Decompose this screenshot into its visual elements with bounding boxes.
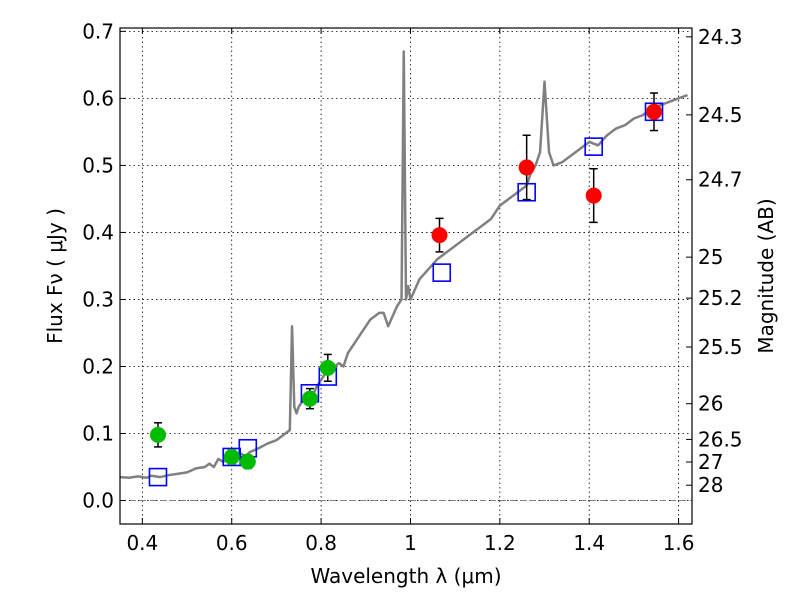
x-tick-label: 0.8 bbox=[305, 531, 337, 555]
x-tick-label: 0.6 bbox=[216, 531, 248, 555]
ticks: 0.4 0.6 0.8 1 1.2 1.4 1.6 0.0 0.1 0.2 0.3 0.4 0.5 0.6… bbox=[82, 19, 742, 555]
magnitude-tick-label: 25 bbox=[698, 245, 723, 269]
magnitude-tick-label: 24.3 bbox=[698, 25, 743, 49]
magnitude-tick-label: 26 bbox=[698, 392, 723, 416]
markers bbox=[148, 92, 664, 487]
y-tick-label: 0.6 bbox=[82, 86, 114, 110]
magnitude-tick-label: 26.5 bbox=[698, 427, 743, 451]
y-axis-label: Flux Fν ( μJy ) bbox=[43, 208, 67, 344]
observed-point bbox=[239, 453, 256, 470]
magnitude-tick-label: 24.7 bbox=[698, 168, 743, 192]
x-tick-label: 1.6 bbox=[663, 531, 695, 555]
y-tick-label: 0.3 bbox=[82, 287, 114, 311]
observed-point bbox=[518, 159, 535, 176]
magnitude-tick-label: 28 bbox=[698, 473, 723, 497]
model-square-point bbox=[432, 263, 452, 282]
plot-frame bbox=[119, 27, 693, 525]
y-tick-label: 0.1 bbox=[82, 422, 114, 446]
observed-point bbox=[585, 187, 602, 204]
model-square-point bbox=[148, 467, 168, 487]
x-axis-label: Wavelength λ (μm) bbox=[310, 564, 501, 588]
y-tick-label: 0.2 bbox=[82, 354, 114, 378]
y-tick-label: 0.4 bbox=[82, 220, 114, 244]
observed-point bbox=[319, 359, 336, 376]
observed-point bbox=[431, 227, 448, 244]
x-tick-label: 1.2 bbox=[484, 531, 516, 555]
x-tick-label: 0.4 bbox=[126, 531, 158, 555]
x-tick-label: 1 bbox=[404, 531, 417, 555]
observed-point bbox=[149, 426, 166, 443]
magnitude-tick-label: 24.5 bbox=[698, 103, 743, 127]
magnitude-tick-label: 27 bbox=[698, 450, 723, 474]
y-tick-label: 0.0 bbox=[82, 489, 114, 513]
magnitude-tick-label: 25.5 bbox=[698, 335, 743, 359]
spectrum-line bbox=[119, 50, 688, 480]
y-tick-label: 0.5 bbox=[82, 153, 114, 177]
observed-point bbox=[301, 390, 318, 407]
spectrum bbox=[119, 50, 688, 480]
observed-point bbox=[223, 448, 240, 465]
magnitude-tick-label: 25.2 bbox=[698, 286, 743, 310]
observed-point bbox=[646, 103, 663, 120]
magnitude-axis-label: Magnitude (AB) bbox=[754, 198, 778, 353]
x-tick-label: 1.4 bbox=[573, 531, 605, 555]
y-tick-label: 0.7 bbox=[82, 19, 114, 43]
model-square-point bbox=[584, 137, 603, 156]
